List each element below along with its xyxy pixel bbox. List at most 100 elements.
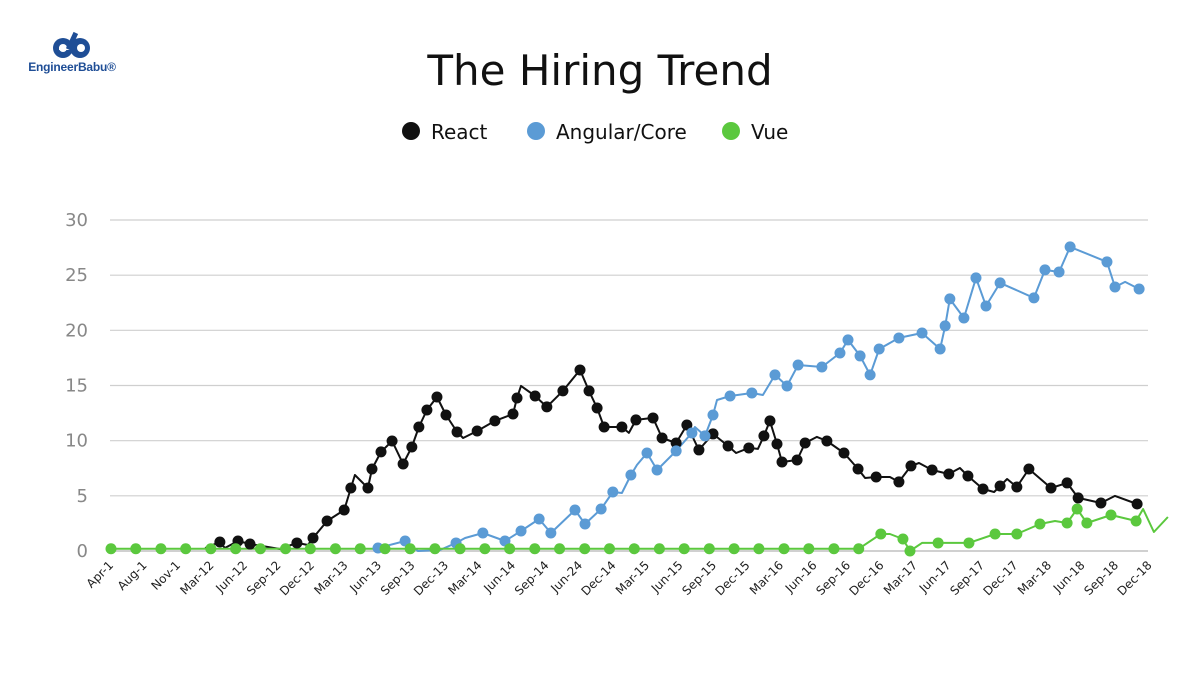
data-point [515, 525, 527, 537]
x-tick-label: Apr-1 [84, 558, 117, 591]
data-point [916, 327, 928, 339]
data-point [230, 543, 242, 555]
x-tick-label: Dec-15 [712, 558, 752, 598]
data-point [607, 486, 619, 498]
data-point [616, 421, 628, 433]
data-point [1061, 517, 1073, 529]
data-point [625, 469, 637, 481]
data-point [630, 414, 642, 426]
data-point [994, 277, 1006, 289]
data-point [1081, 517, 1093, 529]
data-point [926, 464, 938, 476]
data-point [557, 385, 569, 397]
x-tick-label: Jun-18 [1050, 558, 1088, 596]
data-point [842, 334, 854, 346]
y-tick-label: 5 [77, 486, 88, 507]
data-point [105, 543, 117, 555]
data-point [854, 350, 866, 362]
data-point [989, 528, 1001, 540]
data-point [155, 543, 167, 555]
data-point [489, 415, 501, 427]
legend-label: Angular/Core [556, 120, 687, 144]
data-point [479, 543, 491, 555]
data-point [792, 359, 804, 371]
data-point [338, 504, 350, 516]
data-point [304, 543, 316, 555]
data-point [791, 454, 803, 466]
x-tick-label: Jun-17 [916, 558, 954, 596]
data-point [686, 427, 698, 439]
data-point [746, 387, 758, 399]
data-point [994, 480, 1006, 492]
data-point [507, 408, 519, 420]
data-point [764, 415, 776, 427]
data-point [1133, 283, 1145, 295]
data-point [451, 426, 463, 438]
data-point [511, 392, 523, 404]
data-point [647, 412, 659, 424]
logo-text: EngineerBabu® [28, 60, 116, 74]
data-point [1023, 463, 1035, 475]
data-point [379, 543, 391, 555]
data-point [707, 409, 719, 421]
data-point [893, 332, 905, 344]
data-point [803, 543, 815, 555]
x-tick-label: Sep-18 [1081, 558, 1121, 598]
data-point [980, 300, 992, 312]
data-point [366, 463, 378, 475]
y-tick-label: 25 [65, 265, 88, 286]
data-point [454, 543, 466, 555]
x-tick-label: Aug-1 [115, 558, 150, 593]
x-tick-label: Jun-15 [648, 558, 686, 596]
data-point [431, 391, 443, 403]
x-tick-label: Mar-13 [311, 558, 350, 597]
data-point [574, 364, 586, 376]
data-point [280, 543, 292, 555]
data-point [962, 470, 974, 482]
data-point [429, 543, 441, 555]
data-point [180, 543, 192, 555]
data-point [591, 402, 603, 414]
data-point [595, 503, 607, 515]
data-point [130, 543, 142, 555]
data-point [254, 543, 266, 555]
legend-marker-icon [402, 122, 420, 140]
x-tick-label: Dec-12 [277, 558, 317, 598]
x-tick-label: Jun-16 [782, 558, 820, 596]
data-point [778, 543, 790, 555]
x-tick-label: Mar-17 [881, 558, 920, 597]
data-point [1095, 497, 1107, 509]
x-tick-label: Sep-13 [378, 558, 418, 598]
data-point [1072, 492, 1084, 504]
data-point [397, 458, 409, 470]
x-tick-label: Jun-14 [480, 558, 518, 596]
data-point [404, 543, 416, 555]
data-point [529, 543, 541, 555]
series-line-angular-core [377, 245, 1140, 552]
data-point [1028, 292, 1040, 304]
data-point [406, 441, 418, 453]
data-point [362, 482, 374, 494]
data-point [1064, 241, 1076, 253]
data-point [421, 404, 433, 416]
data-point [963, 537, 975, 549]
data-point [1061, 477, 1073, 489]
x-tick-label: Dec-17 [980, 558, 1020, 598]
data-point [693, 444, 705, 456]
legend-label: React [431, 120, 488, 144]
data-point [321, 515, 333, 527]
x-tick-label: Mar-16 [747, 558, 786, 597]
data-point [724, 390, 736, 402]
data-point [799, 437, 811, 449]
data-point [541, 401, 553, 413]
legend-label: Vue [751, 120, 788, 144]
x-tick-label: Jun-13 [346, 558, 384, 596]
data-point [932, 537, 944, 549]
data-point [781, 380, 793, 392]
data-point [579, 543, 591, 555]
x-tick-label: Sep-15 [679, 558, 719, 598]
data-point [939, 320, 951, 332]
y-tick-label: 20 [65, 320, 88, 341]
logo: EngineerBabu® [22, 30, 122, 74]
